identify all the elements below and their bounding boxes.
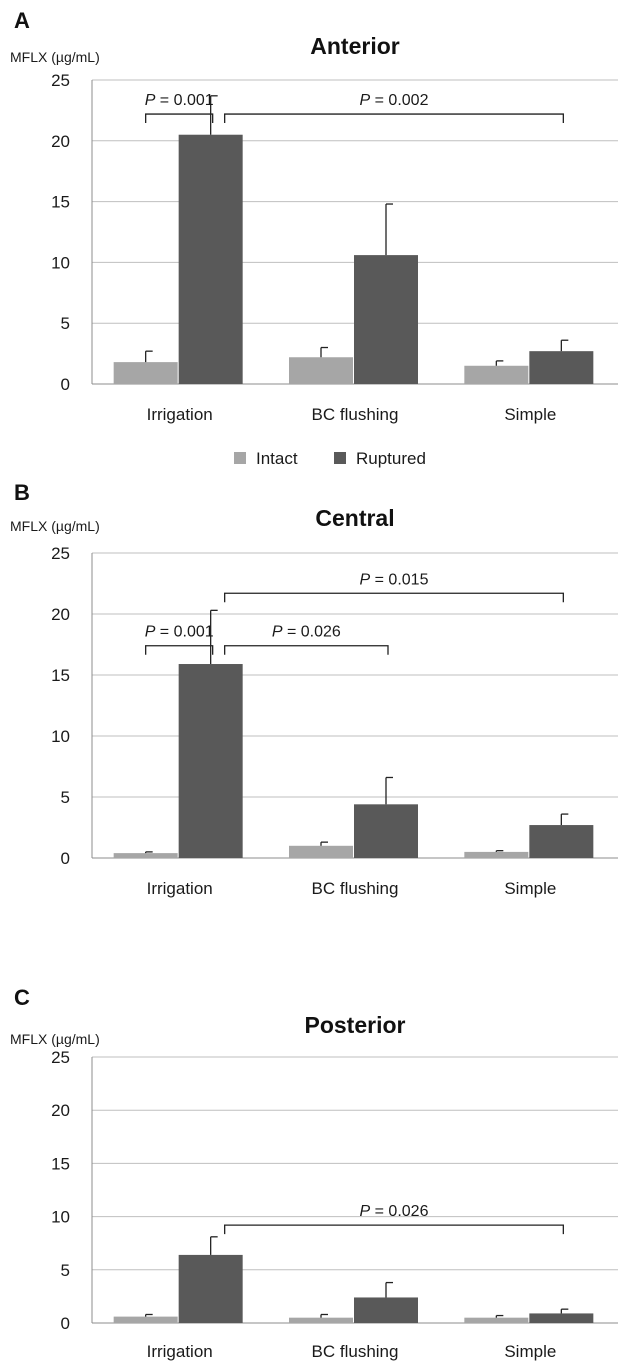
p-value-label: P = 0.026 — [360, 1203, 429, 1220]
p-value-label: P = 0.001 — [145, 624, 214, 641]
y-tick-label: 20 — [51, 605, 70, 624]
chart-panel-b: B MFLX (µg/mL) Central 0 5 10 15 20 25 Irrigation… — [10, 480, 618, 898]
bar — [354, 255, 418, 384]
p-value-label: P = 0.026 — [272, 624, 341, 641]
bar — [178, 134, 243, 384]
chart-title: Central — [315, 505, 394, 531]
x-tick-label: Irrigation — [147, 1342, 213, 1361]
y-tick-label: 25 — [51, 1048, 70, 1067]
chart-panel-c: C MFLX (µg/mL) Posterior 0 5 10 15 20 25 Irrigati… — [10, 985, 618, 1361]
y-axis-label: MFLX (µg/mL) — [10, 518, 100, 534]
y-axis-label: MFLX (µg/mL) — [10, 49, 100, 65]
bar — [113, 853, 178, 858]
bar — [464, 365, 529, 384]
bar — [529, 1313, 594, 1323]
bar — [178, 664, 243, 858]
significance-bracket — [145, 645, 214, 655]
y-tick-label: 5 — [61, 1261, 70, 1280]
legend-swatch — [334, 452, 346, 464]
x-tick-label: Simple — [504, 879, 556, 898]
bar — [113, 1316, 178, 1323]
bar — [289, 357, 353, 384]
y-tick-label: 20 — [51, 1101, 70, 1120]
bar — [289, 845, 353, 858]
x-tick-label: Simple — [504, 1342, 556, 1361]
y-tick-label: 15 — [51, 193, 70, 212]
y-tick-label: 10 — [51, 1208, 70, 1227]
bar — [529, 825, 594, 858]
chart-title: Anterior — [310, 33, 400, 59]
p-value-label: P = 0.001 — [145, 92, 214, 109]
bar — [354, 1297, 418, 1323]
legend-entry: Ruptured — [356, 449, 426, 468]
legend: Intact Ruptured — [234, 449, 426, 468]
chart-title: Posterior — [305, 1012, 406, 1038]
legend-entry: Intact — [256, 449, 298, 468]
x-tick-label: BC flushing — [312, 1342, 399, 1361]
y-tick-label: 25 — [51, 544, 70, 563]
y-tick-label: 10 — [51, 253, 70, 272]
significance-bracket — [224, 592, 564, 603]
y-tick-label: 5 — [61, 314, 70, 333]
panel-letter: A — [14, 8, 30, 33]
y-tick-label: 0 — [61, 1314, 70, 1333]
panel-letter: B — [14, 480, 30, 505]
significance-bracket — [224, 1224, 564, 1235]
bar — [113, 362, 178, 384]
y-tick-label: 0 — [61, 849, 70, 868]
y-tick-label: 25 — [51, 71, 70, 90]
significance-bracket — [224, 645, 389, 655]
legend-swatch — [234, 452, 246, 464]
y-tick-label: 5 — [61, 788, 70, 807]
x-tick-label: Simple — [504, 405, 556, 424]
p-value-label: P = 0.002 — [360, 92, 429, 109]
panel-letter: C — [14, 985, 30, 1010]
y-axis-label: MFLX (µg/mL) — [10, 1031, 100, 1047]
bar — [464, 851, 529, 858]
bar — [464, 1317, 529, 1323]
bar — [289, 1317, 353, 1323]
y-tick-label: 15 — [51, 666, 70, 685]
p-value-label: P = 0.015 — [360, 571, 429, 588]
y-tick-label: 20 — [51, 132, 70, 151]
significance-bracket — [145, 113, 214, 124]
significance-bracket — [224, 113, 564, 124]
bar — [529, 351, 594, 384]
bar — [178, 1254, 243, 1323]
y-tick-label: 0 — [61, 375, 70, 394]
y-tick-label: 10 — [51, 727, 70, 746]
chart-panel-a: A MFLX (µg/mL) Anterior 0 5 10 15 20 25 Irrigatio… — [10, 8, 618, 468]
x-tick-label: Irrigation — [147, 879, 213, 898]
y-tick-label: 15 — [51, 1154, 70, 1173]
x-tick-label: BC flushing — [312, 405, 399, 424]
bar — [354, 804, 418, 858]
x-tick-label: BC flushing — [312, 879, 399, 898]
x-tick-label: Irrigation — [147, 405, 213, 424]
